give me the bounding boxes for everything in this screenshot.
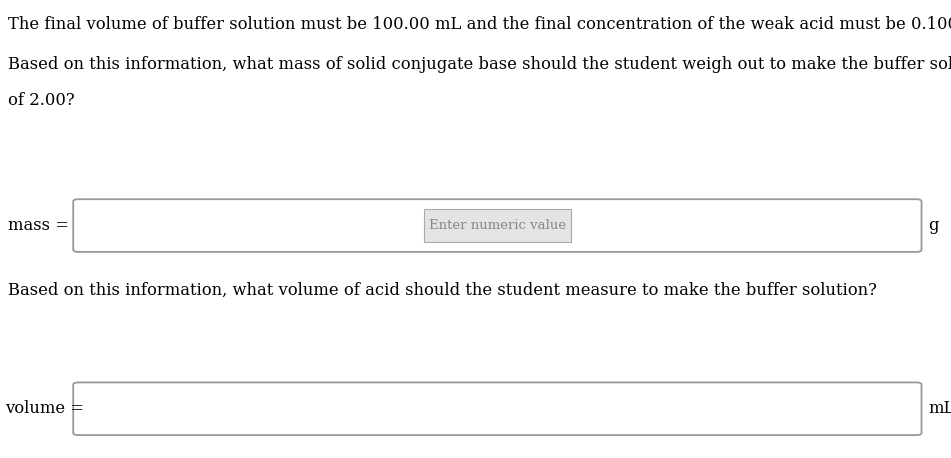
FancyBboxPatch shape bbox=[73, 382, 922, 435]
FancyBboxPatch shape bbox=[424, 209, 571, 242]
FancyBboxPatch shape bbox=[73, 199, 922, 252]
Text: mL: mL bbox=[928, 400, 951, 417]
Text: mass =: mass = bbox=[8, 217, 68, 234]
Text: Based on this information, what volume of acid should the student measure to mak: Based on this information, what volume o… bbox=[8, 282, 877, 299]
Text: Enter numeric value: Enter numeric value bbox=[429, 219, 566, 232]
Text: g: g bbox=[928, 217, 939, 234]
Text: The final volume of buffer solution must be 100.00 mL and the final concentratio: The final volume of buffer solution must… bbox=[8, 16, 951, 33]
Text: of 2.00?: of 2.00? bbox=[8, 92, 74, 109]
Text: Based on this information, what mass of solid conjugate base should the student : Based on this information, what mass of … bbox=[8, 56, 951, 73]
Text: volume =: volume = bbox=[5, 400, 84, 417]
